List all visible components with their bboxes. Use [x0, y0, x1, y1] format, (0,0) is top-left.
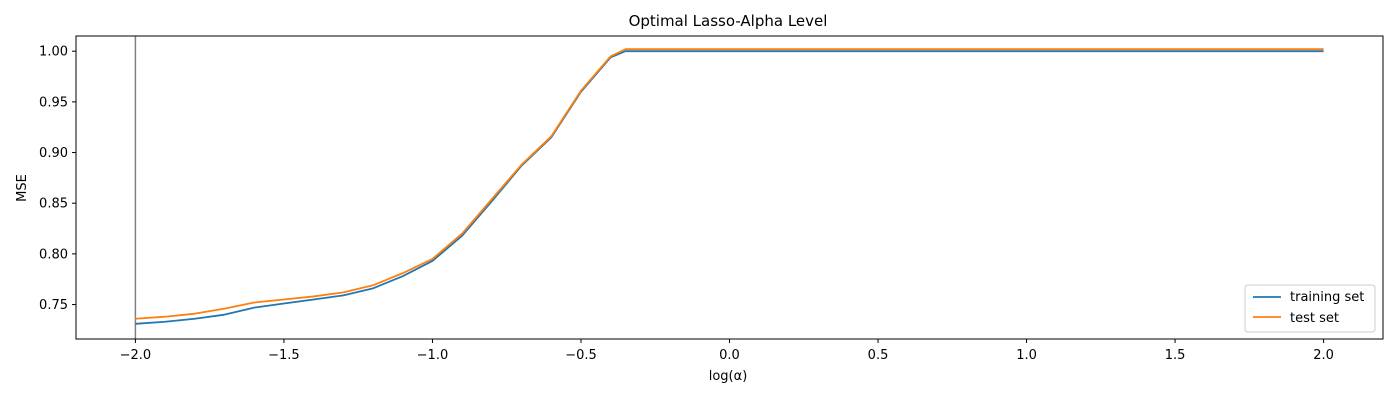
y-tick-label: 0.85 [39, 197, 68, 212]
y-axis: 0.75 0.80 0.85 0.90 0.95 1.00 [39, 45, 76, 313]
x-axis: −2.0 −1.5 −1.0 −0.5 0.0 0.5 1.0 1.5 2.0 [120, 339, 1334, 363]
x-tick-label: 2.0 [1313, 348, 1334, 363]
legend-label-test: test set [1290, 311, 1339, 326]
y-tick-label: 0.90 [39, 146, 68, 161]
y-tick-label: 0.80 [39, 247, 68, 262]
plot-frame [75, 35, 1384, 340]
series-line-training [135, 50, 1324, 325]
x-tick-label: −2.0 [120, 348, 152, 363]
series-line-test [135, 48, 1324, 320]
chart-title: Optimal Lasso-Alpha Level [629, 12, 828, 30]
y-tick-label: 1.00 [39, 45, 68, 60]
x-tick-label: 0.5 [868, 348, 889, 363]
y-axis-label: MSE [15, 174, 30, 202]
y-tick-label: 0.75 [39, 298, 68, 313]
x-tick-label: −1.0 [417, 348, 449, 363]
legend: training set test set [1244, 284, 1376, 333]
legend-label-training: training set [1290, 290, 1364, 305]
x-tick-label: −1.5 [268, 348, 300, 363]
y-tick-label: 0.95 [39, 95, 68, 110]
x-axis-label: log(α) [709, 369, 748, 384]
x-tick-label: 1.0 [1016, 348, 1037, 363]
x-tick-label: 1.5 [1165, 348, 1186, 363]
x-tick-label: 0.0 [719, 348, 740, 363]
x-tick-label: −0.5 [565, 348, 597, 363]
plot-area [134, 36, 1324, 339]
